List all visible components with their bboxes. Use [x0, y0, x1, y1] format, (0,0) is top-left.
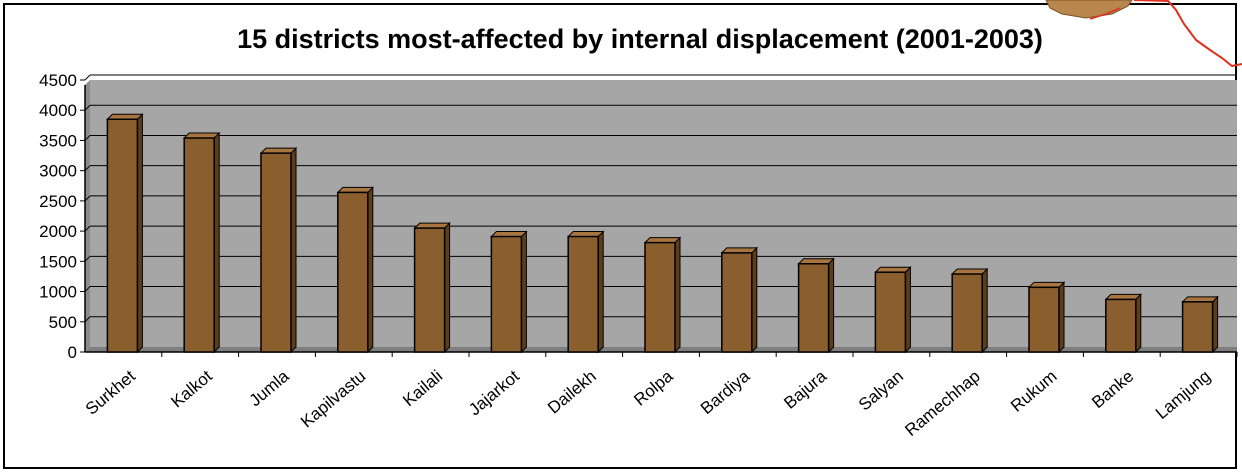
x-tick-label: Kalkot: [167, 366, 216, 411]
bar: [337, 191, 369, 353]
x-tick-label: Dailekh: [544, 367, 600, 418]
gridline-side: [84, 286, 91, 292]
y-tick-label: 1000: [39, 283, 77, 302]
y-tick-label: 4000: [39, 101, 77, 120]
bar: [1105, 298, 1137, 353]
bar: [490, 235, 523, 353]
bar: [260, 152, 292, 353]
bar: [874, 271, 907, 353]
map-boundary-line: [1089, 7, 1121, 20]
gridline-side: [84, 255, 91, 262]
x-tick-label: Kailali: [399, 367, 446, 411]
gridline-side: [84, 74, 91, 81]
x-tick-label: Jajarkot: [465, 366, 523, 419]
gridline-side: [84, 165, 91, 172]
y-tick-label: 3000: [39, 162, 77, 181]
x-tick-label: Bardiya: [697, 366, 754, 418]
bar: [413, 227, 446, 353]
x-tick-label: Bajura: [780, 366, 830, 412]
map-boundary-line: [1133, 0, 1242, 68]
y-tick-label: 4500: [39, 71, 77, 90]
bar: [797, 263, 830, 353]
gridline-side: [84, 104, 91, 111]
gridline-side: [84, 195, 91, 202]
bar: [721, 252, 753, 353]
bar: [951, 273, 983, 353]
map-fragment-decoration: [1045, 0, 1242, 68]
y-tick-label: 0: [68, 343, 77, 362]
bar-top: [490, 231, 528, 238]
bar: [183, 137, 215, 353]
x-tick-label: Ramechhap: [901, 367, 983, 440]
bar: [567, 235, 599, 353]
x-tick-label: Lamjung: [1152, 367, 1214, 423]
bar: [644, 241, 676, 353]
gridline-side: [84, 316, 91, 323]
x-tick-label: Surkhet: [82, 366, 139, 418]
bar-top: [797, 258, 835, 265]
chart-title: 15 districts most-affected by internal d…: [237, 24, 1043, 54]
y-tick-label: 1500: [39, 252, 77, 271]
x-tick-label: Rukum: [1007, 367, 1060, 416]
y-tick-label: 2000: [39, 222, 77, 241]
x-tick-label: Kapilvastu: [297, 367, 369, 432]
x-tick-label: Banke: [1088, 367, 1137, 413]
y-tick-label: 3500: [39, 131, 77, 150]
bar: [1028, 286, 1060, 353]
bar-top: [1104, 293, 1143, 300]
x-tick-label: Jumla: [246, 366, 293, 410]
x-tick-label: Rolpa: [630, 366, 677, 409]
bar-side: [520, 230, 527, 354]
gridline-side: [84, 225, 91, 232]
bar-top: [874, 266, 912, 273]
plot-side-wall: [85, 80, 90, 352]
gridline-side: [84, 135, 91, 141]
y-tick-label: 2500: [39, 192, 77, 211]
x-tick-label: Salyan: [855, 367, 907, 415]
bar: [106, 118, 139, 353]
bar-top: [566, 231, 605, 238]
bar: [1181, 301, 1214, 353]
y-tick-label: 500: [49, 313, 77, 332]
